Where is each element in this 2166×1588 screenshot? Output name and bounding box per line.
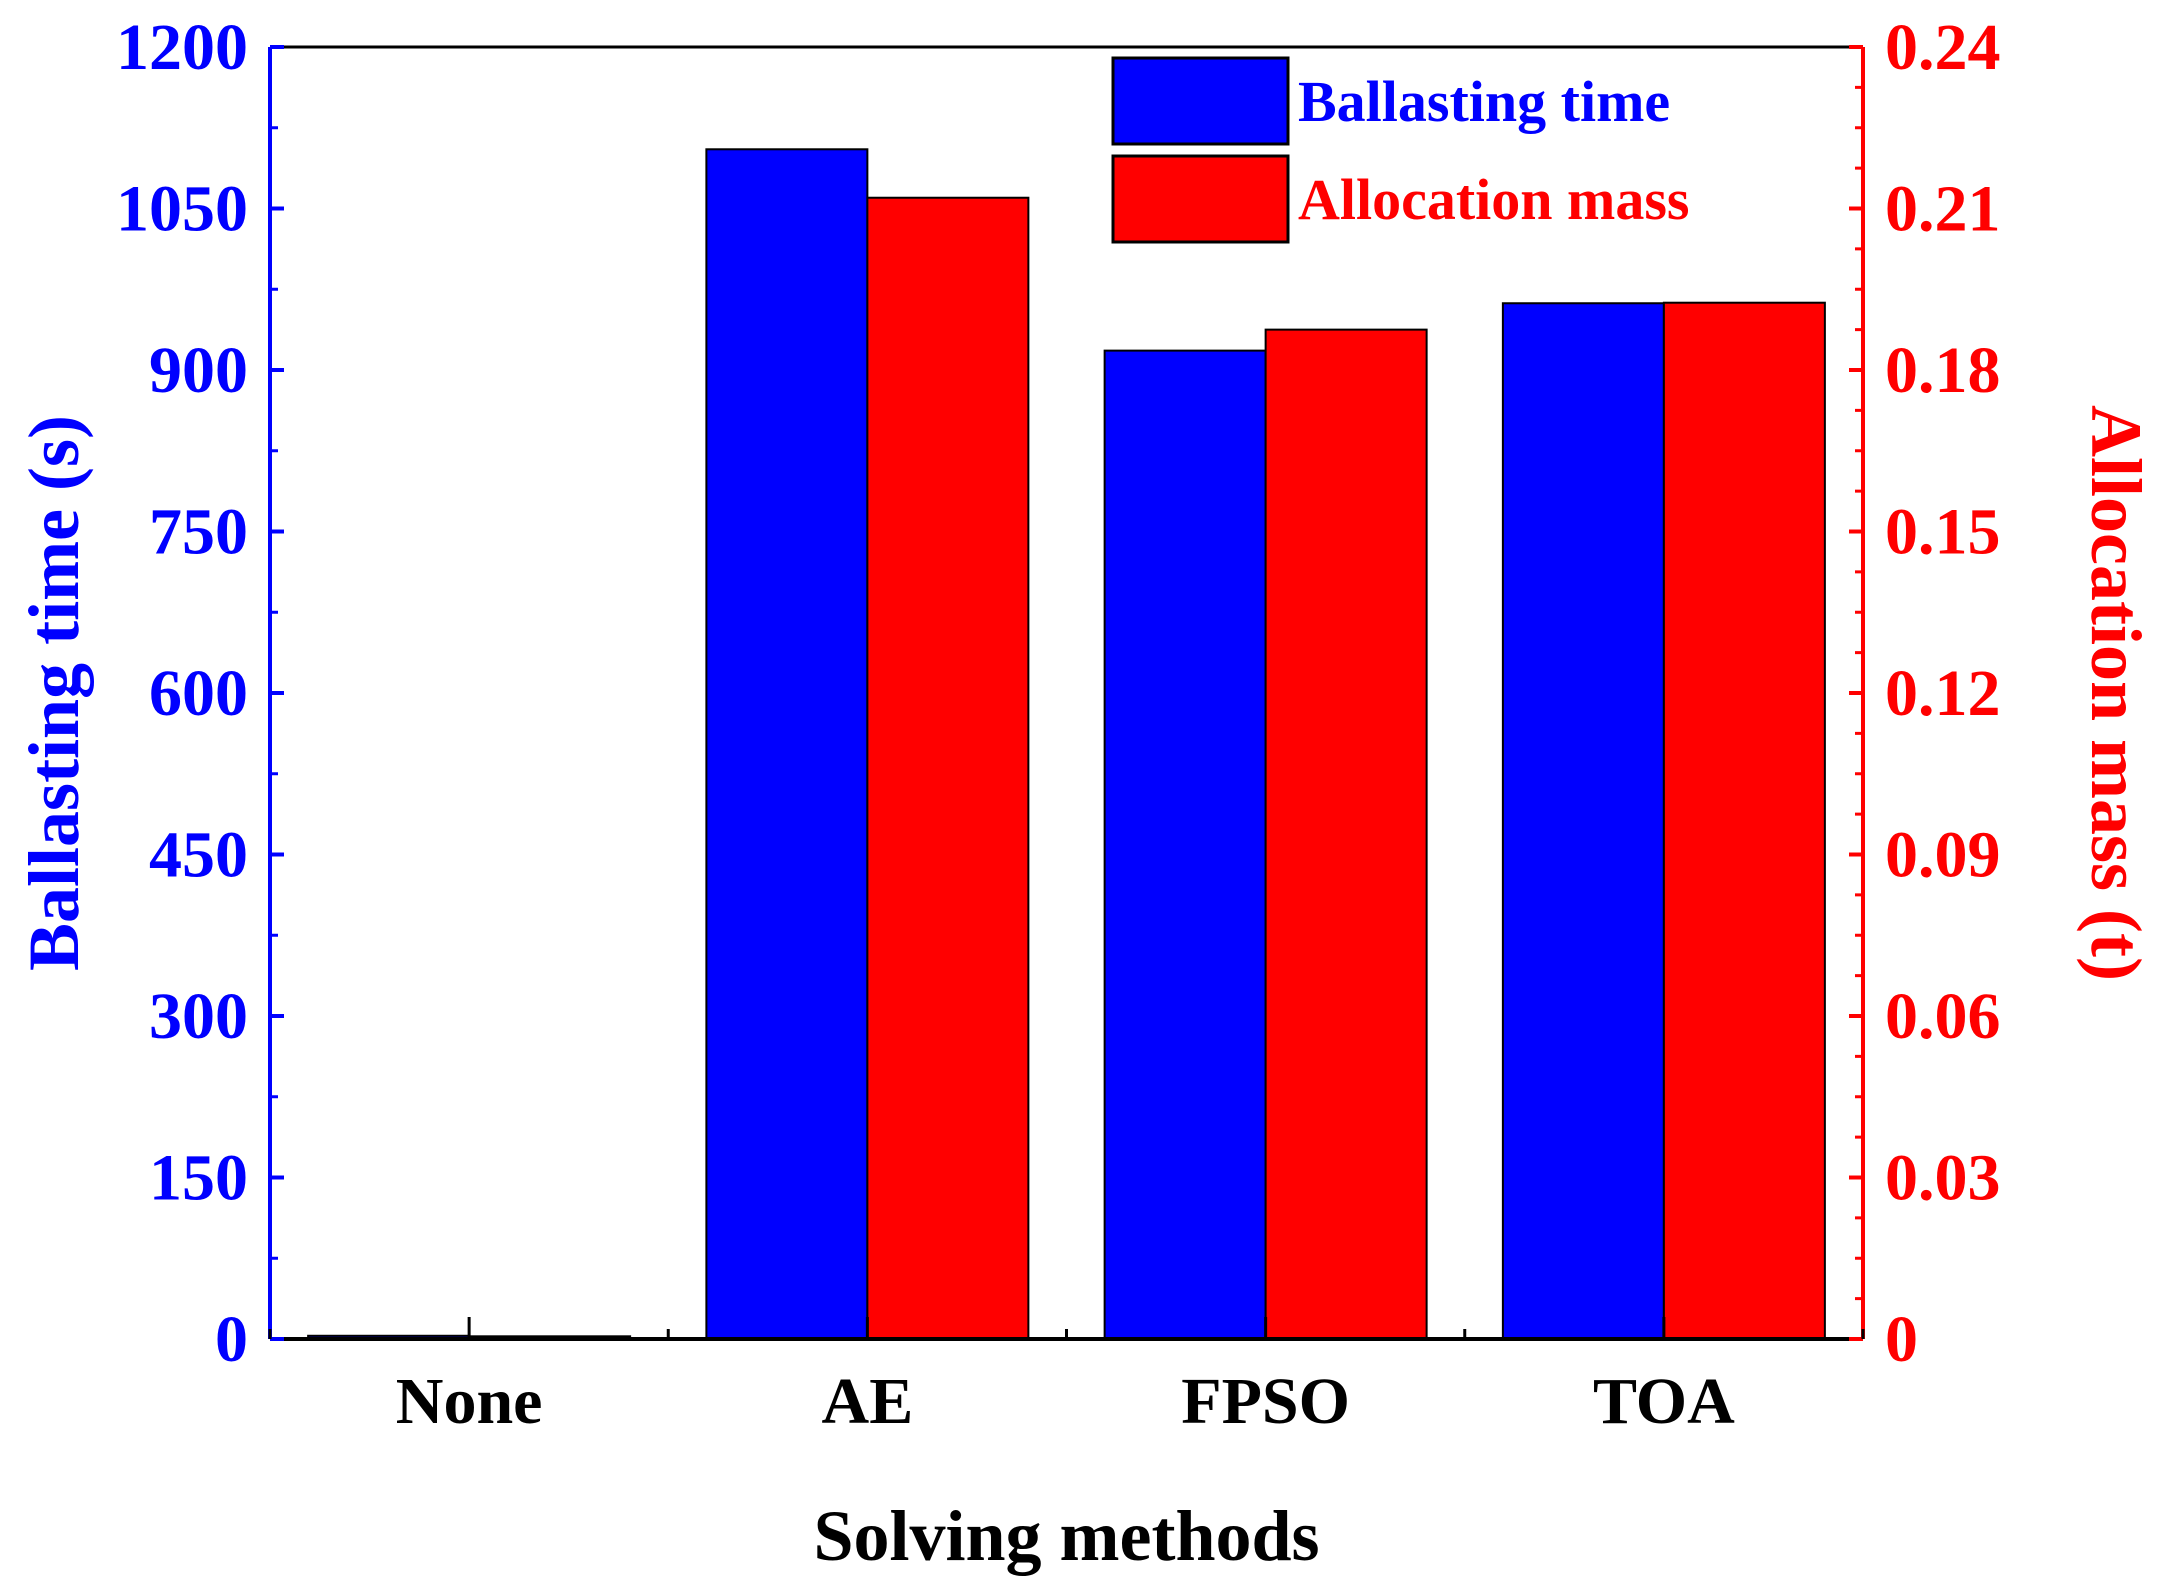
bar-ballasting-time-ae: [705, 148, 869, 1341]
labels-layer: 0 150 300 450 600 750 900 1050 1200 0 0.03 0.06 0.09…: [14, 11, 2156, 1576]
x-tick-label-toa: TOA: [1593, 1365, 1735, 1438]
x-tick-label-fpso: FPSO: [1181, 1365, 1350, 1438]
x-axis-title: Solving methods: [813, 1496, 1319, 1576]
legend-label-allocation-mass: Allocation mass: [1298, 167, 1690, 232]
bar-allocation-mass-ae: [866, 196, 1030, 1341]
bar-ballasting-time-toa: [1501, 302, 1665, 1340]
right-tick-label: 0.03: [1885, 1142, 2001, 1215]
right-tick-label: 0.21: [1885, 173, 2001, 246]
right-tick-label: 0: [1885, 1303, 1918, 1376]
left-tick-label: 900: [149, 334, 248, 407]
right-tick-label: 0.12: [1885, 657, 2001, 730]
right-tick-label: 0.06: [1885, 980, 2001, 1053]
right-axis-title: Allocation mass (t): [2076, 405, 2156, 981]
bar-allocation-mass-toa: [1662, 301, 1826, 1340]
axes-layer: [268, 45, 1865, 1341]
left-tick-label: 1050: [116, 173, 248, 246]
left-tick-label: 450: [149, 819, 248, 892]
right-tick-label: 0.15: [1885, 496, 2001, 569]
left-tick-label: 0: [215, 1303, 248, 1376]
left-tick-label: 150: [149, 1142, 248, 1215]
right-tick-label: 0.24: [1885, 11, 2001, 84]
left-tick-label: 1200: [116, 11, 248, 84]
left-tick-label: 600: [149, 657, 248, 730]
legend-swatch-ballasting-time: [1111, 56, 1290, 146]
left-axis-title: Ballasting time (s): [14, 415, 94, 971]
bar-ballasting-time-fpso: [1103, 349, 1267, 1340]
bar-allocation-mass-fpso: [1264, 328, 1428, 1340]
bars-layer: [307, 148, 1826, 1341]
legend-swatch-allocation-mass: [1111, 154, 1290, 244]
right-tick-label: 0.18: [1885, 334, 2001, 407]
right-tick-label: 0.09: [1885, 819, 2001, 892]
left-tick-label: 750: [149, 496, 248, 569]
left-tick-label: 300: [149, 980, 248, 1053]
legend-label-ballasting-time: Ballasting time: [1298, 69, 1670, 134]
x-tick-label-ae: AE: [822, 1365, 914, 1438]
legend: Ballasting time Allocation mass: [1111, 56, 1690, 244]
x-tick-label-none: None: [396, 1365, 543, 1438]
